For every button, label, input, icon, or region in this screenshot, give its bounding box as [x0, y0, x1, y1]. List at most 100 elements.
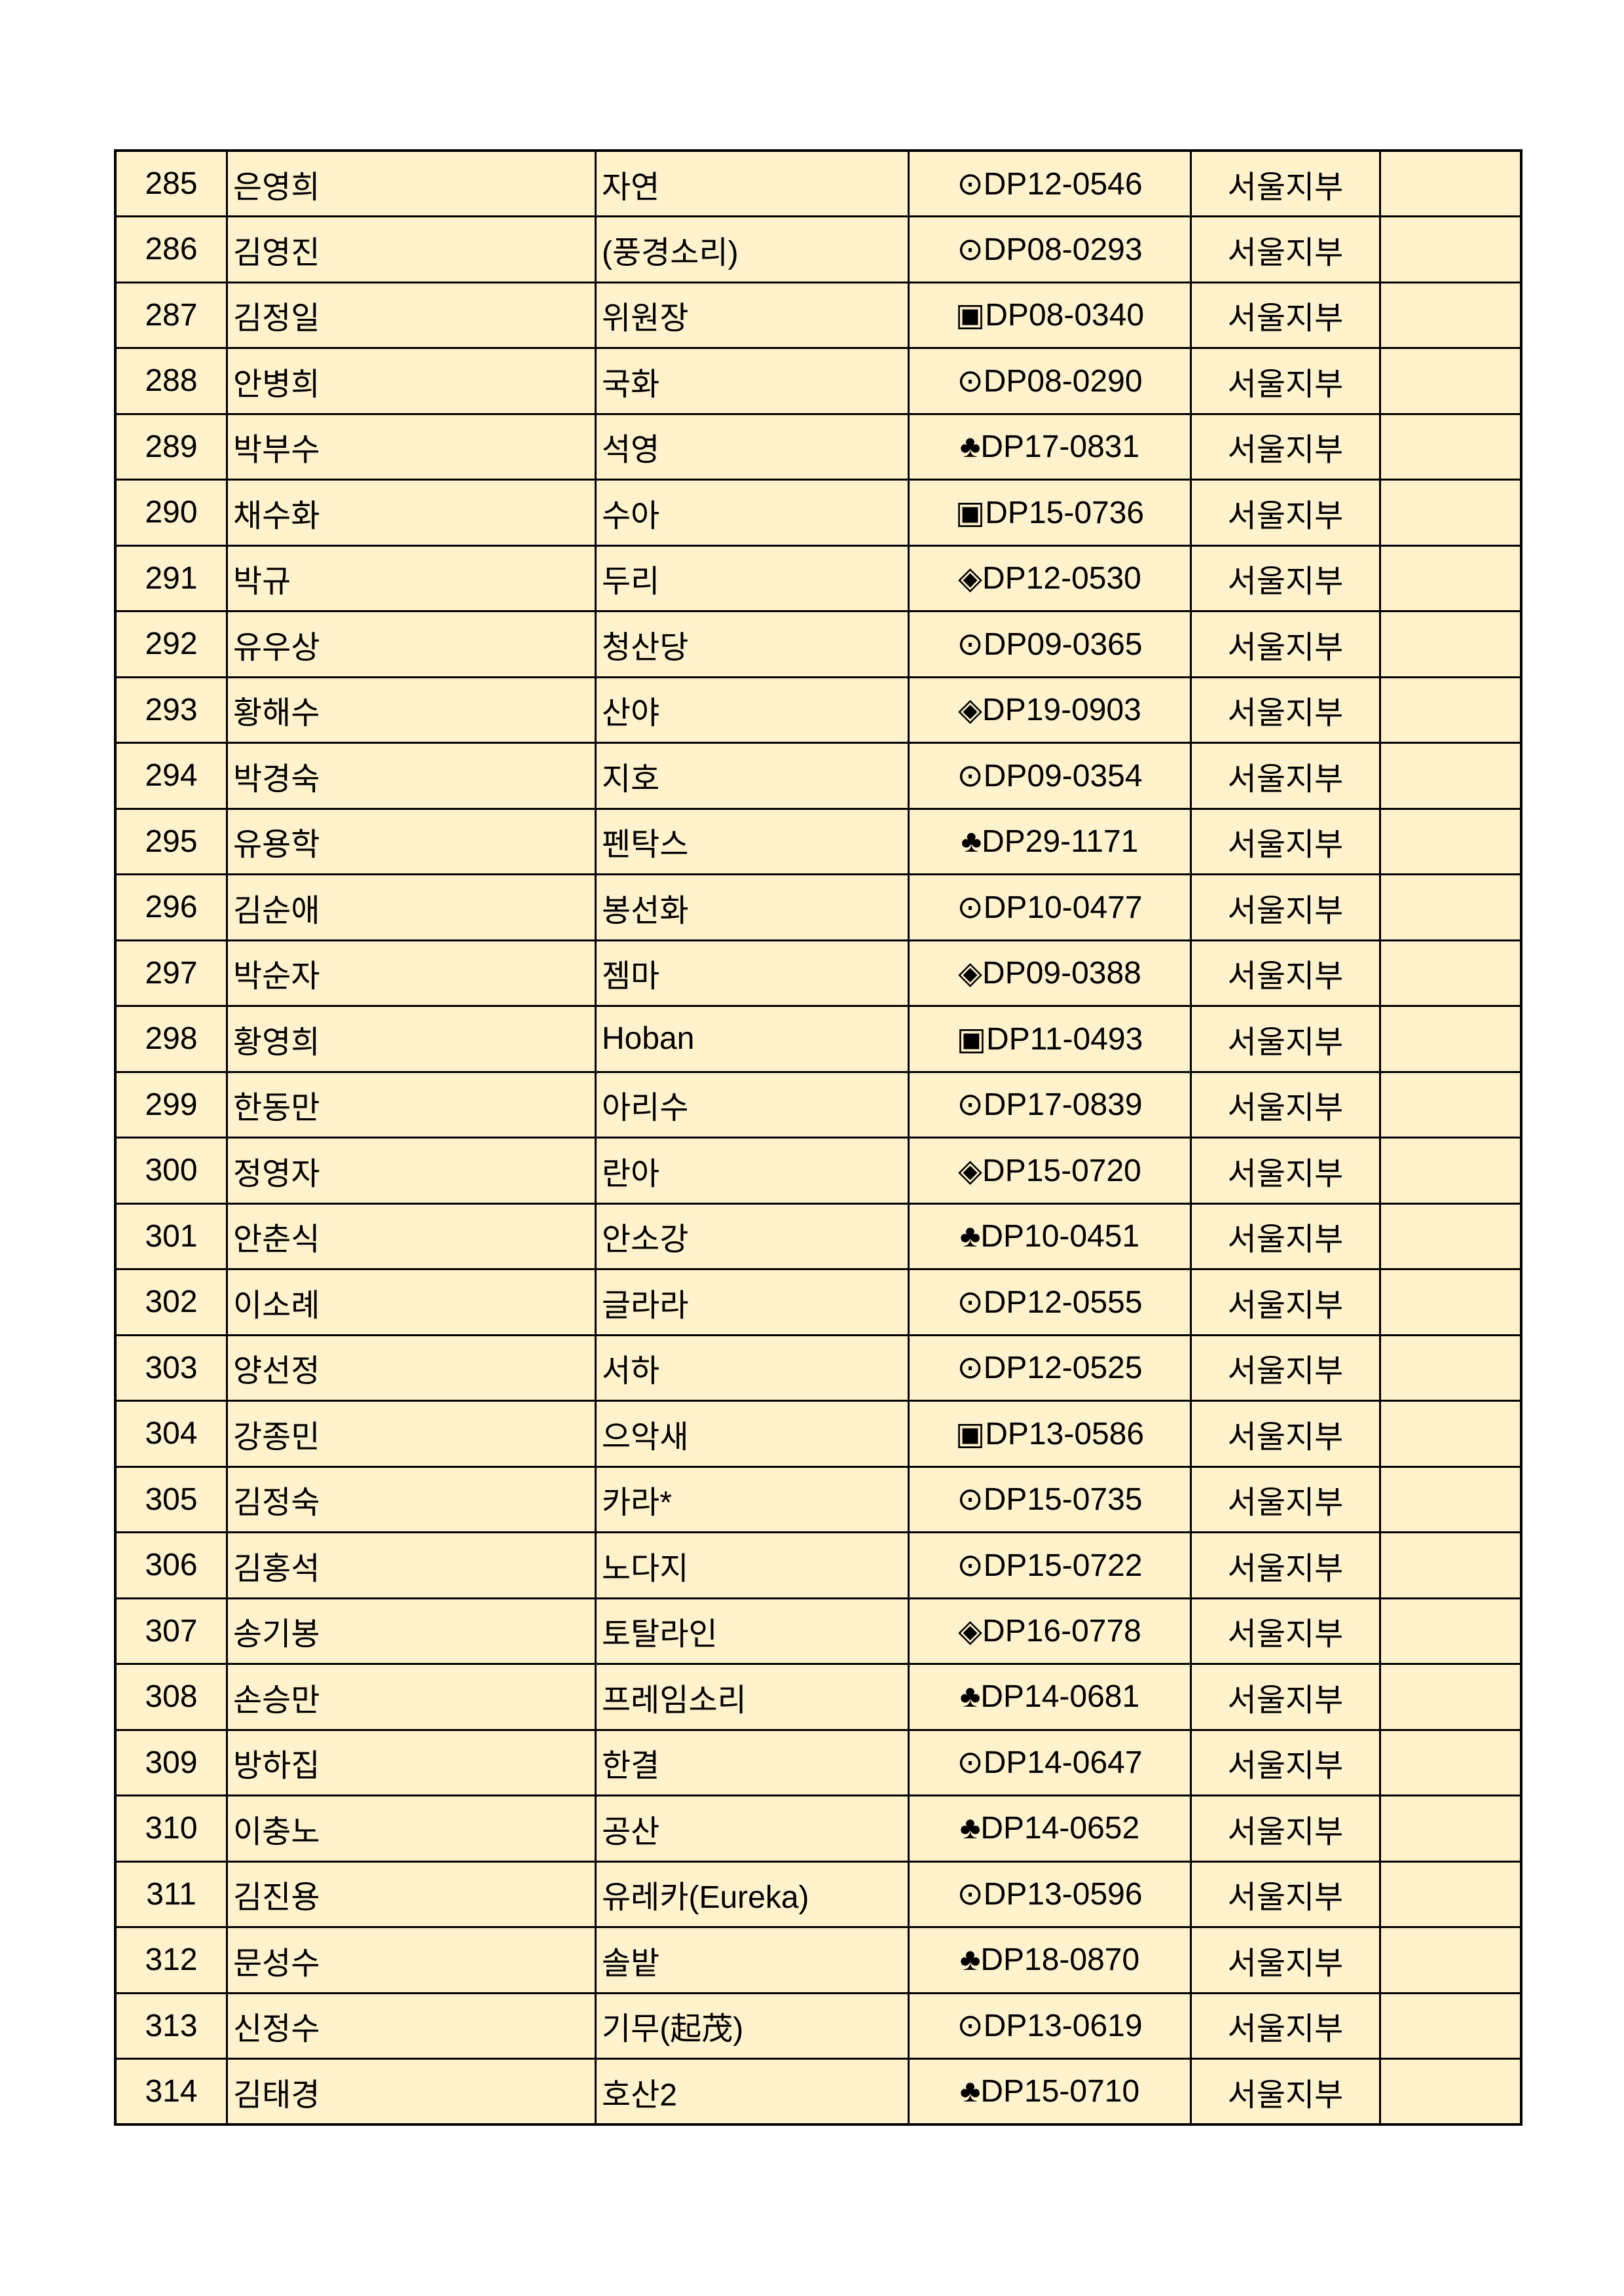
note-cell [1379, 1728, 1522, 1796]
member-name: 황영희 [226, 1005, 597, 1073]
member-name: 박경숙 [226, 742, 597, 810]
code-cell: ⊙DP13-0619 [908, 1992, 1192, 2060]
note-cell [1379, 281, 1522, 349]
row-number: 289 [114, 412, 228, 481]
row-number: 293 [114, 676, 228, 744]
branch-cell: 서울지부 [1190, 1795, 1381, 1863]
code-cell: ◈DP16-0778 [908, 1597, 1192, 1665]
row-number: 292 [114, 610, 228, 678]
branch-cell: 서울지부 [1190, 939, 1381, 1007]
branch-cell: 서울지부 [1190, 1663, 1381, 1731]
member-name: 김진용 [226, 1860, 597, 1928]
table-row: 285 은영희 자연 ⊙DP12-0546 서울지부 [114, 149, 1522, 217]
row-number: 286 [114, 215, 228, 283]
table-row: 295 유용학 펜탁스 ♣DP29-1171 서울지부 [114, 807, 1522, 875]
code-cell: ♣DP15-0710 [908, 2058, 1192, 2126]
member-name: 김태경 [226, 2058, 597, 2126]
table-row: 294 박경숙 지호 ⊙DP09-0354 서울지부 [114, 742, 1522, 810]
code-cell: ♣DP17-0831 [908, 412, 1192, 481]
row-number: 311 [114, 1860, 228, 1928]
code-cell: ⊙DP12-0525 [908, 1334, 1192, 1402]
table-row: 300 정영자 란아 ◈DP15-0720 서울지부 [114, 1137, 1522, 1205]
member-name: 김정숙 [226, 1465, 597, 1533]
table-row: 312 문성수 솔밭 ♣DP18-0870 서울지부 [114, 1926, 1522, 1994]
member-table-body: 285 은영희 자연 ⊙DP12-0546 서울지부 286 김영진 (풍경소리) ⊙DP08-… [114, 149, 1522, 2126]
title-cell: 토탈라인 [595, 1597, 910, 1665]
note-cell [1379, 1137, 1522, 1205]
code-cell: ⊙DP15-0735 [908, 1465, 1192, 1533]
row-number: 288 [114, 347, 228, 415]
member-name: 김순애 [226, 873, 597, 941]
code-cell: ⊙DP09-0354 [908, 742, 1192, 810]
branch-cell: 서울지부 [1190, 610, 1381, 678]
title-cell: 안소강 [595, 1202, 910, 1270]
code-cell: ♣DP10-0451 [908, 1202, 1192, 1270]
code-cell: ♣DP18-0870 [908, 1926, 1192, 1994]
title-cell: 한결 [595, 1728, 910, 1796]
row-number: 310 [114, 1795, 228, 1863]
table-row: 288 안병희 국화 ⊙DP08-0290 서울지부 [114, 347, 1522, 415]
member-name: 채수화 [226, 479, 597, 547]
note-cell [1379, 1992, 1522, 2060]
table-row: 305 김정숙 카라* ⊙DP15-0735 서울지부 [114, 1465, 1522, 1533]
code-cell: ⊙DP14-0647 [908, 1728, 1192, 1796]
branch-cell: 서울지부 [1190, 1268, 1381, 1336]
branch-cell: 서울지부 [1190, 1926, 1381, 1994]
table-row: 286 김영진 (풍경소리) ⊙DP08-0293 서울지부 [114, 215, 1522, 283]
title-cell: 위원장 [595, 281, 910, 349]
branch-cell: 서울지부 [1190, 149, 1381, 217]
code-cell: ⊙DP10-0477 [908, 873, 1192, 941]
code-cell: ▣DP08-0340 [908, 281, 1192, 349]
branch-cell: 서울지부 [1190, 281, 1381, 349]
code-cell: ▣DP13-0586 [908, 1400, 1192, 1468]
member-name: 유우상 [226, 610, 597, 678]
member-name: 은영희 [226, 149, 597, 217]
title-cell: 솔밭 [595, 1926, 910, 1994]
row-number: 302 [114, 1268, 228, 1336]
row-number: 314 [114, 2058, 228, 2126]
title-cell: 봉선화 [595, 873, 910, 941]
note-cell [1379, 215, 1522, 283]
note-cell [1379, 1005, 1522, 1073]
note-cell [1379, 1597, 1522, 1665]
title-cell: 서하 [595, 1334, 910, 1402]
title-cell: 기무(起茂) [595, 1992, 910, 2060]
table-row: 292 유우상 청산당 ⊙DP09-0365 서울지부 [114, 610, 1522, 678]
table-row: 308 손승만 프레임소리 ♣DP14-0681 서울지부 [114, 1663, 1522, 1731]
table-row: 302 이소례 글라라 ⊙DP12-0555 서울지부 [114, 1268, 1522, 1336]
member-name: 유용학 [226, 807, 597, 875]
branch-cell: 서울지부 [1190, 1005, 1381, 1073]
note-cell [1379, 873, 1522, 941]
code-cell: ♣DP14-0681 [908, 1663, 1192, 1731]
note-cell [1379, 1400, 1522, 1468]
table-row: 298 황영희 Hoban ▣DP11-0493 서울지부 [114, 1005, 1522, 1073]
row-number: 313 [114, 1992, 228, 2060]
title-cell: 국화 [595, 347, 910, 415]
member-name: 이충노 [226, 1795, 597, 1863]
title-cell: 청산당 [595, 610, 910, 678]
member-name: 황해수 [226, 676, 597, 744]
row-number: 312 [114, 1926, 228, 1994]
table-row: 287 김정일 위원장 ▣DP08-0340 서울지부 [114, 281, 1522, 349]
branch-cell: 서울지부 [1190, 347, 1381, 415]
note-cell [1379, 479, 1522, 547]
branch-cell: 서울지부 [1190, 1334, 1381, 1402]
title-cell: Hoban [595, 1005, 910, 1073]
member-name: 김홍석 [226, 1531, 597, 1599]
table-row: 304 강종민 으악새 ▣DP13-0586 서울지부 [114, 1400, 1522, 1468]
member-name: 신정수 [226, 1992, 597, 2060]
table-row: 313 신정수 기무(起茂) ⊙DP13-0619 서울지부 [114, 1992, 1522, 2060]
member-name: 한동만 [226, 1070, 597, 1139]
table-row: 314 김태경 호산2 ♣DP15-0710 서울지부 [114, 2058, 1522, 2126]
code-cell: ⊙DP08-0293 [908, 215, 1192, 283]
row-number: 297 [114, 939, 228, 1007]
table-row: 293 황해수 산야 ◈DP19-0903 서울지부 [114, 676, 1522, 744]
row-number: 285 [114, 149, 228, 217]
row-number: 296 [114, 873, 228, 941]
note-cell [1379, 1795, 1522, 1863]
branch-cell: 서울지부 [1190, 1728, 1381, 1796]
row-number: 305 [114, 1465, 228, 1533]
note-cell [1379, 149, 1522, 217]
title-cell: 카라* [595, 1465, 910, 1533]
row-number: 291 [114, 544, 228, 612]
